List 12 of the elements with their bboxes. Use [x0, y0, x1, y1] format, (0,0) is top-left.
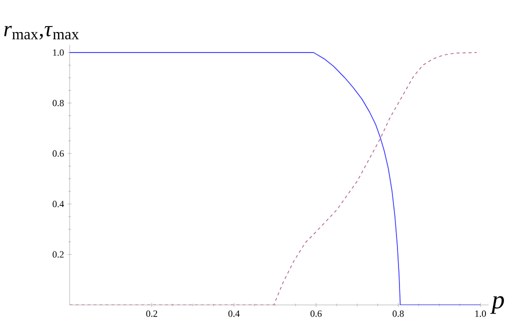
- x-tick-label: 0.6: [310, 310, 322, 317]
- y-tick-label: 1.0: [53, 49, 64, 56]
- x-tick-label: 0.2: [146, 310, 158, 317]
- y-tick-label: 0.6: [52, 150, 64, 157]
- y-axis-title: r$_{max}$,τ$_{max}$: [4, 26, 79, 40]
- x-tick-label: 0.8: [392, 310, 404, 317]
- x-tick-label: 0.4: [228, 310, 240, 317]
- x-axis-title: p: [490, 296, 504, 314]
- y-tick-label: 0.2: [52, 251, 64, 258]
- y-tick-label: 0.8: [52, 100, 64, 106]
- y-tick-label: 0.4: [52, 200, 64, 208]
- x-tick-label: 1.0: [475, 310, 486, 317]
